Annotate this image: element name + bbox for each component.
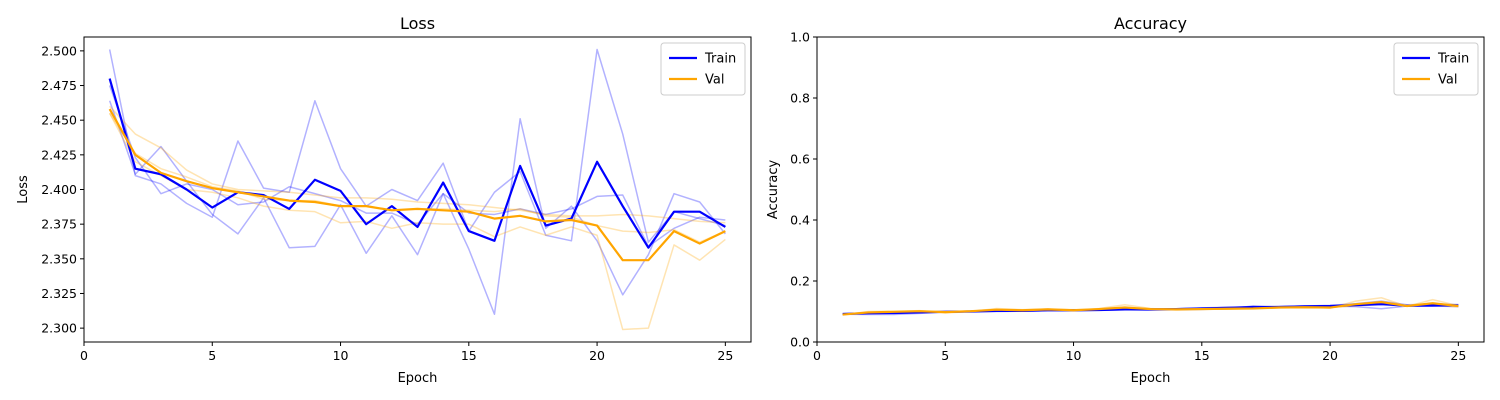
accuracy-legend-label-train: Train xyxy=(1437,52,1469,67)
loss-legend-label-train: Train xyxy=(704,52,736,67)
loss-y-tick-label: 2.300 xyxy=(41,321,77,336)
loss-y-tick-label: 2.500 xyxy=(41,43,77,58)
loss-chart: Loss 0 5 10 15 20 25 2.300 2.325 2.350 2.375 2.400 2… xyxy=(16,14,752,386)
loss-series-line-run-3 xyxy=(108,100,726,316)
loss-x-tick-label: 25 xyxy=(717,348,733,363)
accuracy-chart: Accuracy 0 5 10 15 20 25 0.0 0.2 0.4 0.6 0.8 1.0 Epoc… xyxy=(766,14,1485,386)
loss-y-tick-label: 2.350 xyxy=(41,251,77,266)
accuracy-x-axis-label: Epoch xyxy=(1131,371,1171,386)
loss-axes-frame xyxy=(83,36,752,343)
loss-series-line-val xyxy=(108,108,726,262)
accuracy-x-tick-label: 5 xyxy=(941,348,949,363)
loss-series-line-run-4 xyxy=(108,85,726,248)
loss-x-tick-label: 10 xyxy=(333,348,349,363)
loss-x-axis-label: Epoch xyxy=(398,371,438,386)
loss-x-tick-label: 15 xyxy=(461,348,477,363)
loss-legend-box xyxy=(660,42,746,96)
loss-x-tick-label: 5 xyxy=(208,348,216,363)
loss-y-tick-label: 2.325 xyxy=(41,286,77,301)
accuracy-y-tick-label: 0.8 xyxy=(790,91,810,106)
loss-series-line-run-7 xyxy=(108,112,726,331)
loss-series-line-train xyxy=(108,78,726,249)
loss-series-line-run-5 xyxy=(109,105,726,224)
loss-series-line-run-2 xyxy=(108,48,726,243)
accuracy-y-axis-label: Accuracy xyxy=(766,160,781,220)
accuracy-y-tick-label: 0.6 xyxy=(790,152,810,167)
loss-y-tick-label: 2.450 xyxy=(41,113,77,128)
accuracy-y-tick-label: 0.0 xyxy=(790,335,810,350)
accuracy-y-tick-label: 0.2 xyxy=(790,274,810,289)
accuracy-x-tick-label: 10 xyxy=(1066,348,1082,363)
loss-x-tick-label: 20 xyxy=(589,348,605,363)
accuracy-x-tick-label: 0 xyxy=(813,348,821,363)
accuracy-y-tick-label: 0.4 xyxy=(790,213,810,228)
accuracy-x-tick-label: 15 xyxy=(1194,348,1210,363)
accuracy-axes-frame xyxy=(816,36,1485,343)
loss-x-tick-label: 0 xyxy=(80,348,88,363)
loss-legend: Train Val xyxy=(660,42,746,96)
loss-y-tick-label: 2.425 xyxy=(41,147,77,162)
loss-y-tick-label: 2.375 xyxy=(41,217,77,232)
accuracy-x-tick-label: 25 xyxy=(1450,348,1466,363)
loss-title: Loss xyxy=(400,14,435,33)
accuracy-title: Accuracy xyxy=(1114,14,1187,33)
loss-legend-label-val: Val xyxy=(705,73,724,88)
accuracy-legend-box xyxy=(1393,42,1479,96)
accuracy-legend-label-val: Val xyxy=(1438,73,1457,88)
loss-y-tick-label: 2.400 xyxy=(41,182,77,197)
accuracy-x-tick-label: 20 xyxy=(1322,348,1338,363)
accuracy-y-tick-label: 1.0 xyxy=(790,30,810,45)
loss-y-axis-label: Loss xyxy=(16,175,31,204)
accuracy-series-line-val xyxy=(842,300,1459,316)
accuracy-legend: Train Val xyxy=(1393,42,1479,96)
loss-y-tick-label: 2.475 xyxy=(41,78,77,93)
